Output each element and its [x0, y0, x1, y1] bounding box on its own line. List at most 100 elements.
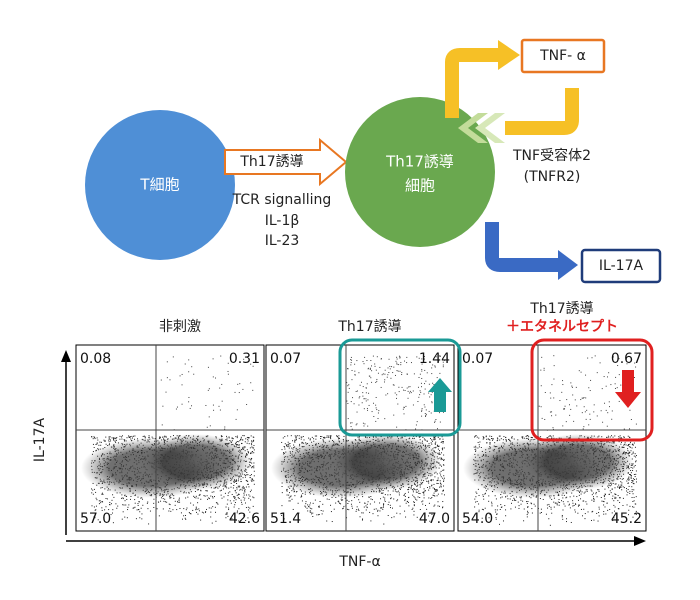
event: [226, 503, 228, 505]
event: [439, 472, 441, 474]
event: [295, 436, 297, 438]
event: [371, 381, 373, 383]
event: [489, 441, 491, 443]
event: [547, 507, 549, 509]
event: [253, 462, 255, 464]
quadrant-value: 57.0: [80, 511, 111, 527]
event: [119, 438, 121, 440]
event: [347, 368, 349, 370]
event: [423, 492, 425, 494]
event: [423, 491, 425, 493]
event: [140, 497, 142, 499]
event: [249, 507, 251, 509]
event: [630, 477, 632, 479]
event: [295, 437, 297, 439]
event: [91, 436, 93, 438]
event: [612, 436, 614, 438]
event: [160, 500, 162, 502]
event: [95, 505, 97, 507]
event: [242, 388, 244, 390]
event: [474, 448, 476, 450]
event: [415, 436, 417, 438]
event: [114, 440, 116, 442]
event: [212, 404, 214, 406]
event: [610, 492, 612, 494]
event: [611, 512, 613, 514]
event: [244, 474, 246, 476]
event: [237, 383, 239, 385]
event: [319, 501, 321, 503]
event: [431, 373, 433, 375]
event: [137, 509, 139, 511]
event: [316, 514, 318, 516]
event: [242, 477, 244, 479]
event: [326, 498, 328, 500]
event: [411, 508, 413, 510]
event: [366, 503, 368, 505]
x-axis-label: TNF-α: [338, 554, 380, 570]
event: [628, 479, 630, 481]
event: [223, 496, 225, 498]
event: [439, 421, 441, 423]
event: [489, 439, 491, 441]
event: [413, 501, 415, 503]
event: [367, 399, 369, 401]
event: [358, 499, 360, 501]
event: [632, 452, 634, 454]
event: [419, 493, 421, 495]
event: [380, 507, 382, 509]
event: [572, 500, 574, 502]
event: [123, 439, 125, 441]
event: [112, 509, 114, 511]
event: [413, 373, 415, 375]
event: [231, 493, 233, 495]
event: [97, 519, 99, 521]
event: [104, 509, 106, 511]
event: [570, 521, 572, 523]
event: [442, 507, 444, 509]
event: [431, 367, 433, 369]
event: [504, 505, 506, 507]
arrow-head: [61, 350, 71, 362]
event: [442, 438, 444, 440]
event: [308, 437, 310, 439]
event: [388, 501, 390, 503]
event: [436, 480, 438, 482]
event: [225, 513, 227, 515]
event: [210, 507, 212, 509]
quadrant-value: 47.0: [419, 511, 450, 527]
event: [428, 515, 430, 517]
event: [604, 506, 606, 508]
arrow-head: [634, 536, 646, 546]
event: [244, 490, 246, 492]
event: [436, 428, 438, 430]
event: [494, 509, 496, 511]
event: [379, 366, 381, 368]
event: [252, 496, 254, 498]
event: [240, 499, 242, 501]
event: [439, 482, 441, 484]
event: [417, 401, 419, 403]
event: [425, 415, 427, 417]
event: [478, 446, 480, 448]
event: [172, 509, 174, 511]
event: [584, 513, 586, 515]
event: [442, 411, 444, 413]
event: [226, 513, 228, 515]
event: [286, 488, 288, 490]
binding-arrow: [505, 88, 579, 135]
event: [112, 437, 114, 439]
event: [620, 486, 622, 488]
event: [442, 441, 444, 443]
event: [412, 494, 414, 496]
il17-label: IL-17A: [599, 258, 644, 274]
event: [110, 440, 112, 442]
event: [244, 441, 246, 443]
event: [336, 435, 338, 437]
event: [287, 445, 289, 447]
density: [331, 434, 441, 490]
event: [551, 512, 553, 514]
quadrant-value: 51.4: [270, 511, 301, 527]
event: [95, 491, 97, 493]
event: [419, 436, 421, 438]
